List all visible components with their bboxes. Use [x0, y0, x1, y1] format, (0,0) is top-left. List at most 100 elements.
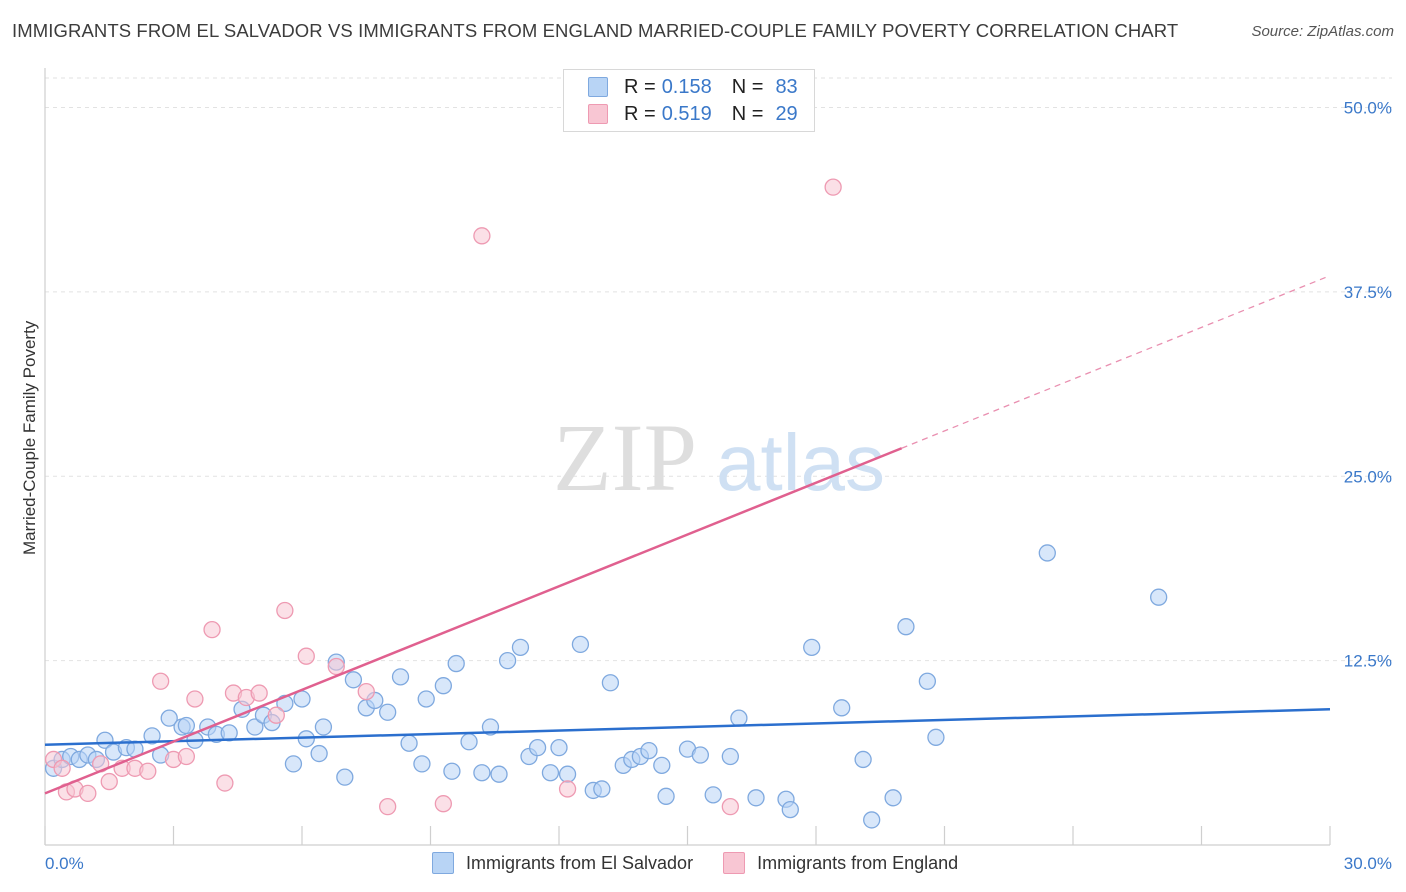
england-point: [721, 798, 739, 816]
el-salvador-point: [593, 780, 611, 798]
legend-swatch-pink: [723, 852, 746, 874]
watermark-atlas: atlas: [716, 418, 885, 507]
chart-title: IMMIGRANTS FROM EL SALVADOR VS IMMIGRANT…: [12, 20, 1179, 41]
el-salvador-point: [704, 786, 722, 804]
data-points: [44, 178, 1168, 829]
england-point: [276, 601, 294, 620]
el-salvador-point: [721, 747, 739, 766]
source-label: Source: ZipAtlas.com: [1251, 23, 1394, 40]
el-salvador-point: [653, 756, 671, 774]
el-salvador-point: [498, 651, 517, 670]
el-salvador-point: [691, 746, 709, 764]
el-salvador-point: [443, 762, 461, 780]
legend-swatch-pink: [588, 104, 608, 124]
legend-n-value: 83: [775, 75, 798, 98]
y-tick-label: 25.0%: [1344, 467, 1392, 486]
el-salvador-point: [833, 699, 851, 717]
el-salvador-point: [657, 787, 675, 805]
el-salvador-point: [447, 654, 465, 673]
el-salvador-point: [640, 741, 658, 760]
legend-item-el-salvador[interactable]: Immigrants from El Salvador: [432, 852, 693, 874]
tick-labels: 12.5% 25.0% 37.5% 50.0% 0.0% 30.0%: [45, 99, 1392, 874]
el-salvador-point: [558, 765, 577, 783]
el-salvador-point: [897, 618, 915, 636]
el-salvador-point: [417, 690, 435, 708]
axes: [44, 68, 1331, 846]
england-point: [100, 772, 118, 791]
england-point: [558, 780, 577, 798]
el-salvador-point: [863, 811, 881, 829]
england-point: [250, 684, 268, 702]
england-point: [216, 774, 234, 792]
el-salvador-point: [730, 709, 748, 727]
gridlines: [45, 77, 1392, 662]
y-tick-label: 12.5%: [1344, 652, 1392, 671]
legend-n-value: 29: [775, 102, 798, 125]
el-salvador-point: [246, 718, 264, 736]
el-salvador-point: [550, 739, 568, 757]
el-salvador-point: [391, 668, 410, 686]
legend-swatch-blue: [588, 77, 608, 97]
watermark: ZIP atlas: [553, 404, 885, 511]
el-salvador-point: [413, 755, 431, 773]
england-point: [186, 690, 204, 708]
el-salvador-point: [160, 709, 178, 727]
el-salvador-point: [336, 768, 354, 786]
legend-item-label: Immigrants from England: [757, 852, 959, 873]
el-salvador-point: [1150, 588, 1168, 606]
trend-lines: [44, 275, 1331, 795]
legend-swatch-blue: [432, 852, 454, 874]
legend-r-value: 0.158: [661, 75, 712, 98]
x-tick-label: 30.0%: [1344, 854, 1392, 873]
watermark-zip: ZIP: [553, 404, 697, 511]
el-salvador-point: [927, 728, 945, 746]
legend-r-value: 0.519: [661, 102, 712, 125]
england-point: [824, 178, 842, 196]
el-salvador-point: [143, 727, 161, 745]
el-salvador-point: [220, 724, 238, 742]
el-salvador-point: [400, 734, 418, 752]
legend-item-label: Immigrants from El Salvador: [466, 852, 694, 873]
el-salvador-point: [571, 635, 590, 654]
el-salvador-point: [490, 765, 508, 783]
el-salvador-point: [1038, 544, 1056, 562]
england-point: [203, 621, 221, 639]
el-salvador-point: [481, 718, 500, 736]
england-point: [357, 682, 375, 701]
el-salvador-point: [854, 750, 872, 769]
legend-row-el-salvador: R = 0.158 N = 83: [588, 74, 798, 100]
england-point: [297, 647, 315, 665]
y-tick-label: 50.0%: [1344, 99, 1392, 118]
el-salvador-point: [601, 674, 620, 692]
england-point: [379, 798, 397, 816]
england-point: [327, 657, 345, 676]
el-salvador-point: [747, 789, 765, 807]
el-salvador-point: [310, 744, 328, 763]
england-trend-extension: [901, 275, 1331, 449]
el-salvador-point: [918, 672, 937, 690]
england-point: [267, 706, 285, 724]
legend-r-label: R =: [624, 102, 656, 125]
correlation-legend: R = 0.158 N = 83 R = 0.519 N = 29: [563, 69, 815, 132]
el-salvador-point: [460, 733, 478, 751]
y-tick-label: 37.5%: [1344, 283, 1392, 302]
legend-n-label: N =: [731, 102, 764, 125]
el-salvador-point: [528, 739, 547, 757]
series-legend: Immigrants from El Salvador Immigrants f…: [432, 852, 988, 874]
legend-item-england[interactable]: Immigrants from England: [723, 852, 958, 874]
legend-r-label: R =: [624, 75, 656, 98]
england-point: [177, 747, 196, 766]
england-point: [79, 784, 97, 803]
england-point: [473, 227, 491, 245]
el-salvador-point: [344, 671, 363, 689]
el-salvador-point: [379, 703, 397, 721]
el-salvador-point: [434, 677, 453, 695]
england-point: [151, 672, 170, 690]
el-salvador-point: [803, 638, 821, 656]
el-salvador-point: [781, 800, 799, 819]
england-point: [434, 795, 453, 813]
england-point: [53, 759, 71, 777]
el-salvador-trend-line: [44, 708, 1331, 746]
el-salvador-point: [511, 638, 530, 656]
